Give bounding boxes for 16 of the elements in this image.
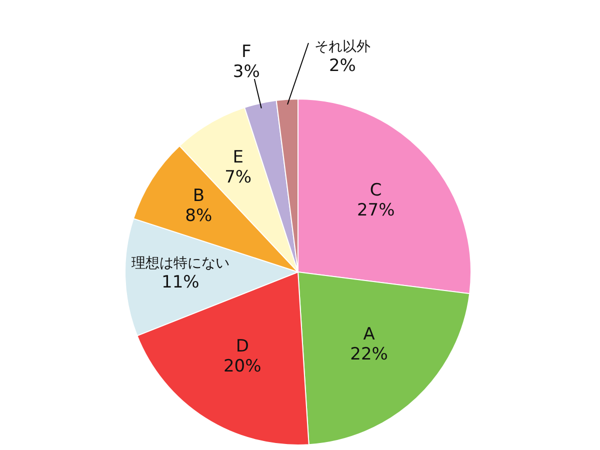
slice-label: D	[236, 336, 249, 357]
data-label: 11%	[162, 272, 200, 293]
slice-label: B	[192, 186, 205, 206]
data-label: 3%	[232, 62, 260, 82]
slice-label: A	[363, 324, 376, 345]
slice-label: それ以外	[314, 39, 370, 55]
slice-label: E	[232, 148, 244, 168]
slice-label: 理想は特にない	[131, 256, 230, 272]
data-label: 22%	[350, 344, 388, 365]
slice-label: F	[242, 42, 252, 62]
data-label: 2%	[328, 56, 356, 76]
data-label: 8%	[185, 206, 212, 226]
data-label: 27%	[356, 200, 395, 220]
data-label: 7%	[224, 168, 252, 188]
data-label: 20%	[223, 356, 262, 377]
slice-label: C	[370, 180, 382, 200]
